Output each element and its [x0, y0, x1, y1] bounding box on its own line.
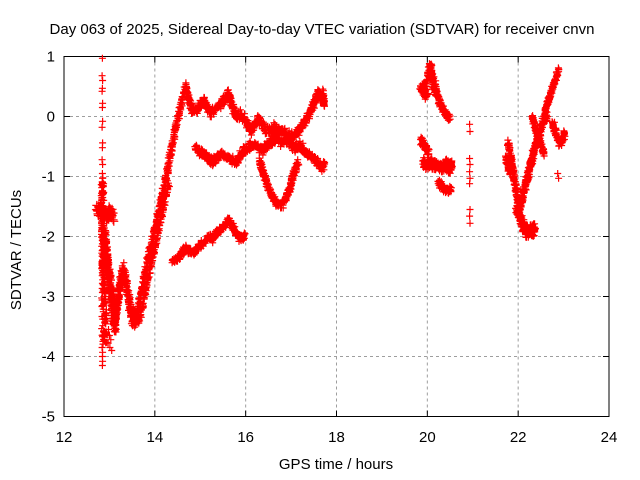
chart-title: Day 063 of 2025, Sidereal Day-to-day VTE… [50, 21, 595, 38]
axis-ticks [63, 56, 610, 417]
x-tick-label: 12 [56, 429, 73, 446]
x-tick-label: 24 [601, 429, 618, 446]
series-cluster20-descend [429, 78, 454, 124]
series-cluster22-branch [528, 112, 548, 160]
series-cluster20-upper-blob [417, 133, 433, 159]
y-tick-label: -2 [42, 229, 55, 246]
series-cluster22-right-blob [548, 118, 569, 150]
series-u-dip [255, 154, 303, 212]
x-tick-label: 18 [328, 429, 345, 446]
x-axis-label: GPS time / hours [279, 456, 393, 473]
series-isolated-column-21h [466, 120, 474, 227]
series-large-plus-cloud [91, 198, 119, 226]
series-upper-band [182, 80, 328, 147]
x-tick-label: 20 [419, 429, 436, 446]
series-descent-deep-points [104, 326, 116, 354]
y-tick-label: 1 [47, 49, 55, 66]
series-lower-trace [168, 214, 249, 267]
y-tick-label: -5 [42, 409, 55, 426]
x-tick-label: 14 [146, 429, 163, 446]
series-cluster20-left-blob [416, 80, 432, 103]
series-cluster22-side-bump [502, 152, 516, 179]
series-onset-bottom-points [98, 344, 107, 369]
y-tick-label: -1 [42, 169, 55, 186]
series-cluster20-main-blob [419, 154, 456, 177]
series-cluster20-lower-blob [434, 176, 455, 197]
y-axis-label: SDTVAR / TECUs [8, 190, 25, 310]
y-tick-label: -3 [42, 289, 55, 306]
data-points [91, 54, 569, 369]
y-tick-label: 0 [47, 109, 55, 126]
tick-labels: 12 14 16 18 20 22 24 1 0 -1 -2 -3 -4 -5 [42, 49, 618, 447]
x-tick-label: 16 [237, 429, 254, 446]
series-rising-arm-2 [134, 179, 173, 327]
x-tick-label: 22 [510, 429, 527, 446]
series-onset-column-sparse [98, 54, 107, 182]
series-cluster22-bottom-tangle [512, 202, 539, 241]
series-lower-band [191, 132, 329, 175]
series-cluster22-top-line [541, 64, 563, 119]
series-cluster22-isolated-points [554, 170, 563, 182]
y-tick-label: -4 [42, 349, 55, 366]
